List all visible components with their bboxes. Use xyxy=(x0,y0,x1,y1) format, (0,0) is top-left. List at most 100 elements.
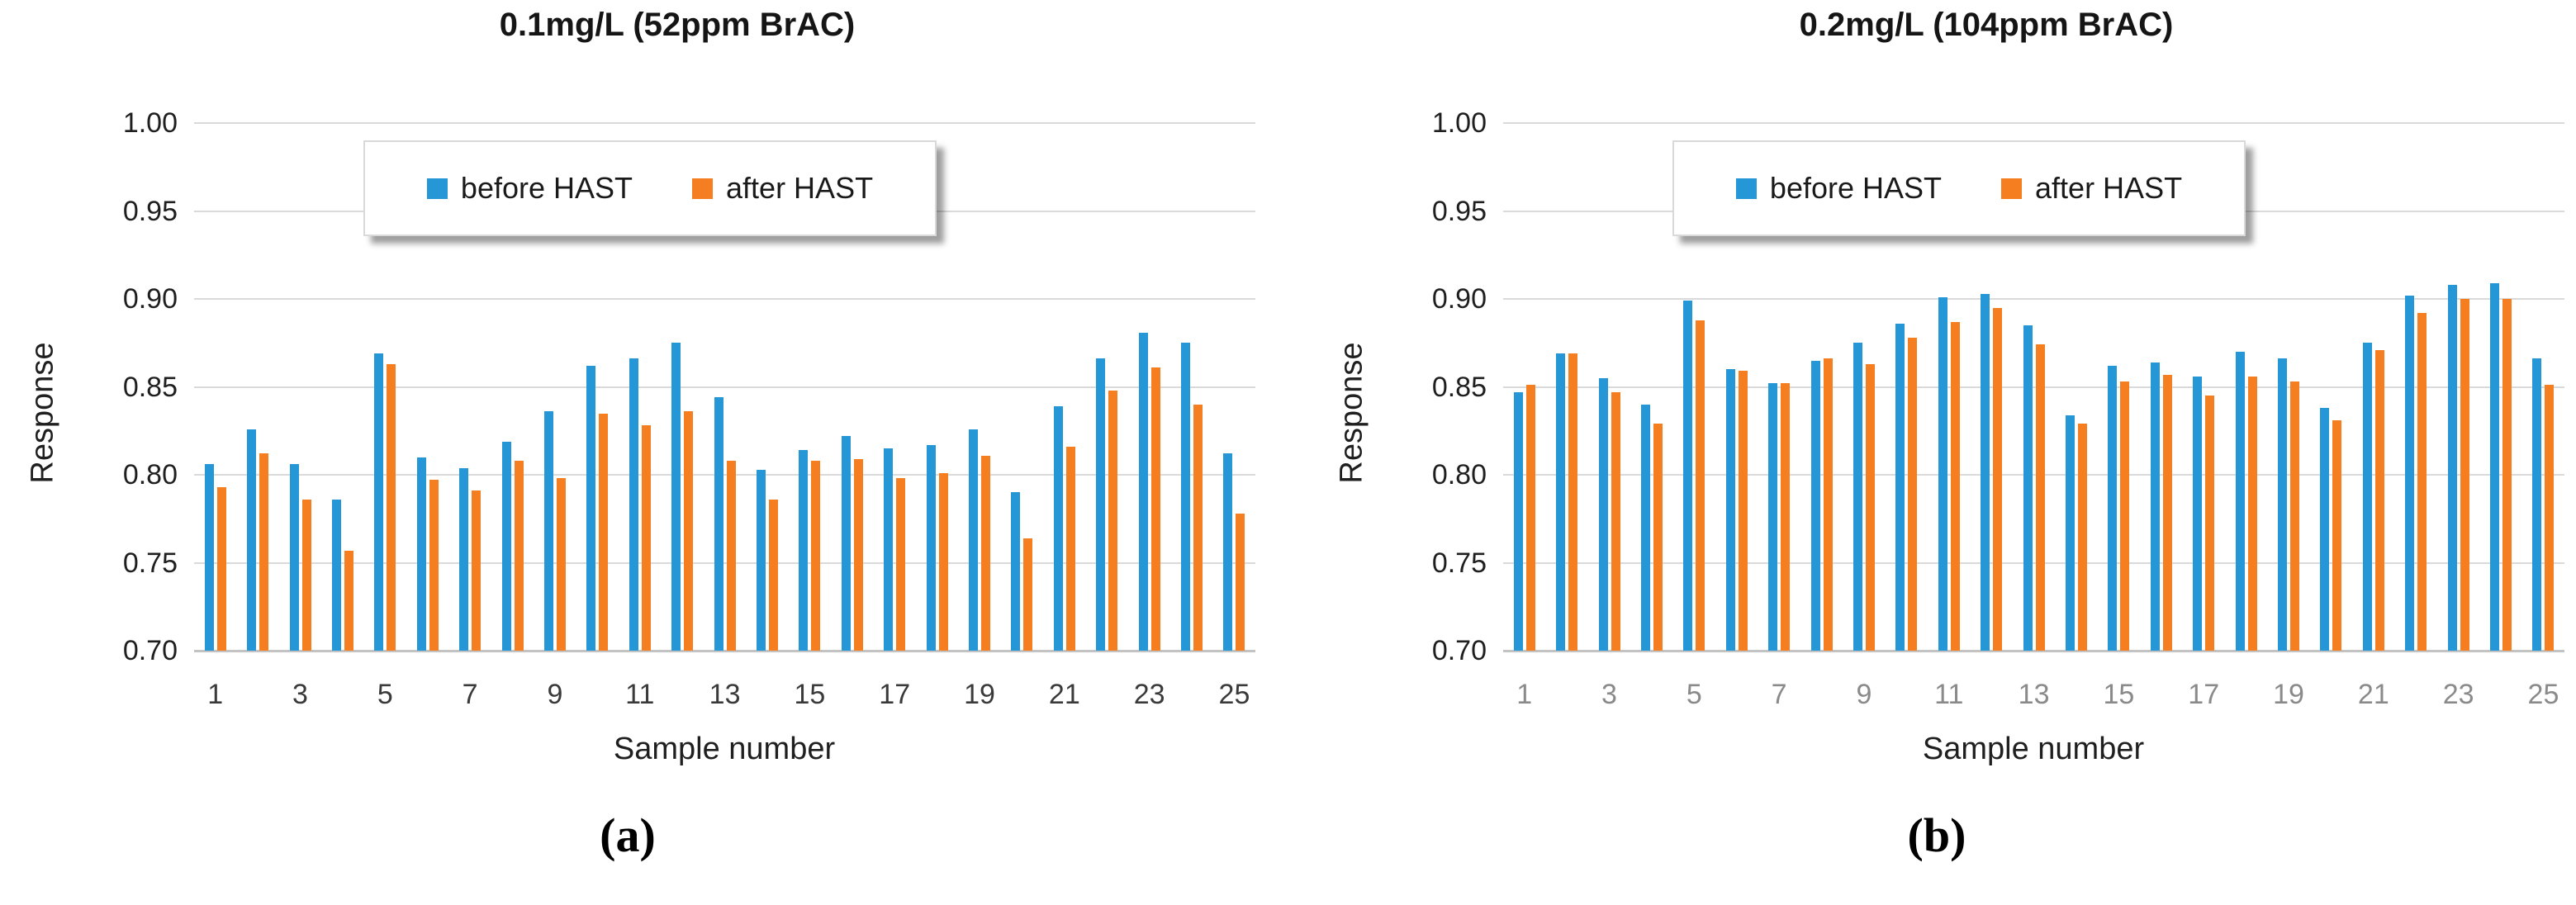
gridline xyxy=(194,650,1255,652)
x-tick-label: 7 xyxy=(462,679,478,710)
bar-group-sample-6 xyxy=(406,123,448,651)
x-tick-label xyxy=(406,679,448,720)
y-tick-label: 1.00 xyxy=(122,107,178,139)
bar-before-sample-19 xyxy=(2278,358,2288,651)
bar-group-sample-8 xyxy=(1800,123,1843,651)
bar-group-sample-10 xyxy=(1886,123,1928,651)
y-tick-label: 0.80 xyxy=(1431,459,1487,490)
bar-before-sample-9 xyxy=(1853,343,1862,651)
bar-after-sample-23 xyxy=(1150,367,1160,651)
bar-group-sample-14 xyxy=(746,123,788,651)
x-tick-label xyxy=(1970,679,2012,720)
y-tick-label: 0.75 xyxy=(1431,547,1487,579)
x-tick-label: 13 xyxy=(709,679,741,710)
bar-after-sample-25 xyxy=(2545,385,2555,651)
bar-group-sample-4 xyxy=(321,123,363,651)
x-tick-label xyxy=(1001,679,1043,720)
y-tick-label: 0.75 xyxy=(122,547,178,579)
x-tick-label: 19 xyxy=(2273,679,2304,710)
x-tick-label xyxy=(1800,679,1843,720)
x-tick-label: 17 xyxy=(879,679,911,710)
bar-group-sample-9 xyxy=(534,123,576,651)
bar-before-sample-14 xyxy=(2065,415,2075,651)
bar-group-sample-24 xyxy=(1170,123,1212,651)
bar-group-sample-23 xyxy=(1128,123,1170,651)
bar-after-sample-6 xyxy=(1738,371,1748,651)
bar-before-sample-11 xyxy=(1938,296,1947,651)
bar-group-sample-22 xyxy=(2395,123,2437,651)
bar-after-sample-18 xyxy=(938,472,948,651)
x-tick-row: 1 3 5 7 9 11 13 15 17 19 21 23 25 xyxy=(194,679,1255,720)
bar-after-sample-5 xyxy=(1696,320,1705,651)
bar-group-sample-11 xyxy=(619,123,661,651)
bar-before-sample-22 xyxy=(1096,358,1106,651)
x-tick-label xyxy=(1715,679,1758,720)
legend-label-after: after HAST xyxy=(726,171,874,205)
legend-label-after: after HAST xyxy=(2035,171,2183,205)
bar-after-sample-1 xyxy=(216,486,226,651)
bar-after-sample-19 xyxy=(2290,381,2300,651)
bar-before-sample-21 xyxy=(2362,343,2372,651)
bar-before-sample-18 xyxy=(926,444,936,651)
x-tick-label xyxy=(2225,679,2267,720)
bar-before-sample-4 xyxy=(1640,404,1650,651)
bar-before-sample-10 xyxy=(1895,323,1905,651)
x-tick-label xyxy=(1886,679,1928,720)
bar-group-sample-17 xyxy=(874,123,916,651)
bar-after-sample-14 xyxy=(768,499,778,651)
bar-before-sample-23 xyxy=(1138,332,1148,651)
bar-before-sample-1 xyxy=(1513,391,1523,651)
x-tick-label xyxy=(2479,679,2521,720)
x-tick-label xyxy=(661,679,703,720)
x-tick-label xyxy=(2395,679,2437,720)
bar-after-sample-24 xyxy=(1193,404,1203,651)
bar-before-sample-12 xyxy=(671,343,681,651)
bar-before-sample-7 xyxy=(459,467,469,651)
bar-group-sample-5 xyxy=(1673,123,1715,651)
x-tick-label: 19 xyxy=(964,679,995,710)
bar-before-sample-5 xyxy=(1683,301,1693,651)
bar-after-sample-22 xyxy=(1108,390,1118,651)
bar-before-sample-23 xyxy=(2447,285,2457,651)
bar-group-sample-18 xyxy=(916,123,958,651)
bar-after-sample-11 xyxy=(641,425,651,651)
bar-after-sample-6 xyxy=(429,480,439,651)
y-tick-label: 0.70 xyxy=(1431,635,1487,666)
x-tick-label xyxy=(2055,679,2097,720)
bar-before-sample-7 xyxy=(1768,383,1778,651)
bar-group-sample-12 xyxy=(1970,123,2012,651)
bar-before-sample-8 xyxy=(1810,360,1820,651)
x-tick-label: 21 xyxy=(2357,679,2389,710)
bar-before-sample-14 xyxy=(756,469,766,651)
bar-group-sample-24 xyxy=(2479,123,2521,651)
bar-group-sample-18 xyxy=(2225,123,2267,651)
bar-after-sample-8 xyxy=(514,461,524,651)
bar-group-sample-5 xyxy=(364,123,406,651)
x-tick-label: 3 xyxy=(1601,679,1617,710)
bar-group-sample-8 xyxy=(491,123,534,651)
bar-group-sample-9 xyxy=(1843,123,1885,651)
bar-after-sample-15 xyxy=(811,461,821,651)
bar-after-sample-8 xyxy=(1823,358,1833,651)
bar-group-sample-11 xyxy=(1928,123,1970,651)
bar-after-sample-11 xyxy=(1950,321,1960,651)
bar-after-sample-9 xyxy=(1865,363,1875,651)
bar-after-sample-3 xyxy=(301,499,311,651)
bar-group-sample-1 xyxy=(1503,123,1545,651)
x-tick-label xyxy=(2310,679,2352,720)
y-tick-label: 0.70 xyxy=(122,635,178,666)
bar-after-sample-9 xyxy=(556,478,566,651)
x-tick-label: 13 xyxy=(2018,679,2050,710)
bar-after-sample-2 xyxy=(1568,353,1578,651)
legend-box: before HAST after HAST xyxy=(363,140,937,236)
gridline xyxy=(1503,650,2564,652)
x-tick-label: 5 xyxy=(377,679,393,710)
bar-after-sample-4 xyxy=(344,550,353,651)
bar-before-sample-20 xyxy=(2320,408,2330,651)
chart-b: 0.2mg/L (104ppm BrAC) Response 1.00 0.95 0.9… xyxy=(1309,0,2576,905)
bar-before-sample-11 xyxy=(629,358,638,651)
after-hast-swatch-icon xyxy=(692,178,714,199)
bar-after-sample-2 xyxy=(259,453,269,651)
x-tick-label: 23 xyxy=(1133,679,1165,710)
